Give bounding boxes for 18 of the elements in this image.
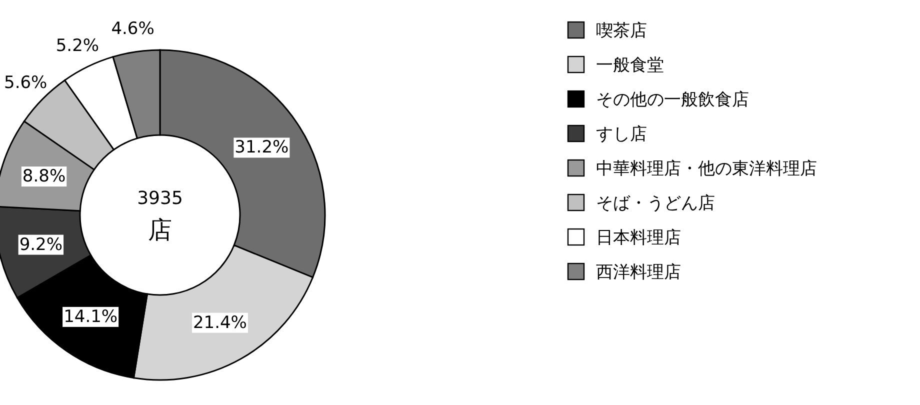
data-label: 9.2%: [19, 234, 63, 255]
legend-label: 中華料理店・他の東洋料理店: [596, 159, 817, 179]
legend-label: 日本料理店: [596, 228, 681, 248]
text: 3935: [137, 188, 183, 209]
legend-label: 西洋料理店: [596, 262, 681, 282]
legend-label: その他の一般飲食店: [596, 90, 749, 110]
data-label: 31.2%: [234, 138, 289, 158]
text: 店: [148, 216, 172, 244]
data-label: 14.1%: [64, 306, 118, 327]
data-label: 5.2%: [56, 36, 100, 56]
legend-label: 喫茶店: [596, 21, 647, 41]
data-label: 4.6%: [111, 18, 154, 39]
legend-label: そば・うどん店: [596, 194, 715, 214]
legend-label: すし店: [596, 124, 647, 144]
data-label: 5.6%: [4, 73, 48, 94]
legend-label: 一般食堂: [596, 56, 664, 76]
data-label: 8.8%: [22, 166, 66, 187]
data-label: 21.4%: [192, 312, 247, 333]
